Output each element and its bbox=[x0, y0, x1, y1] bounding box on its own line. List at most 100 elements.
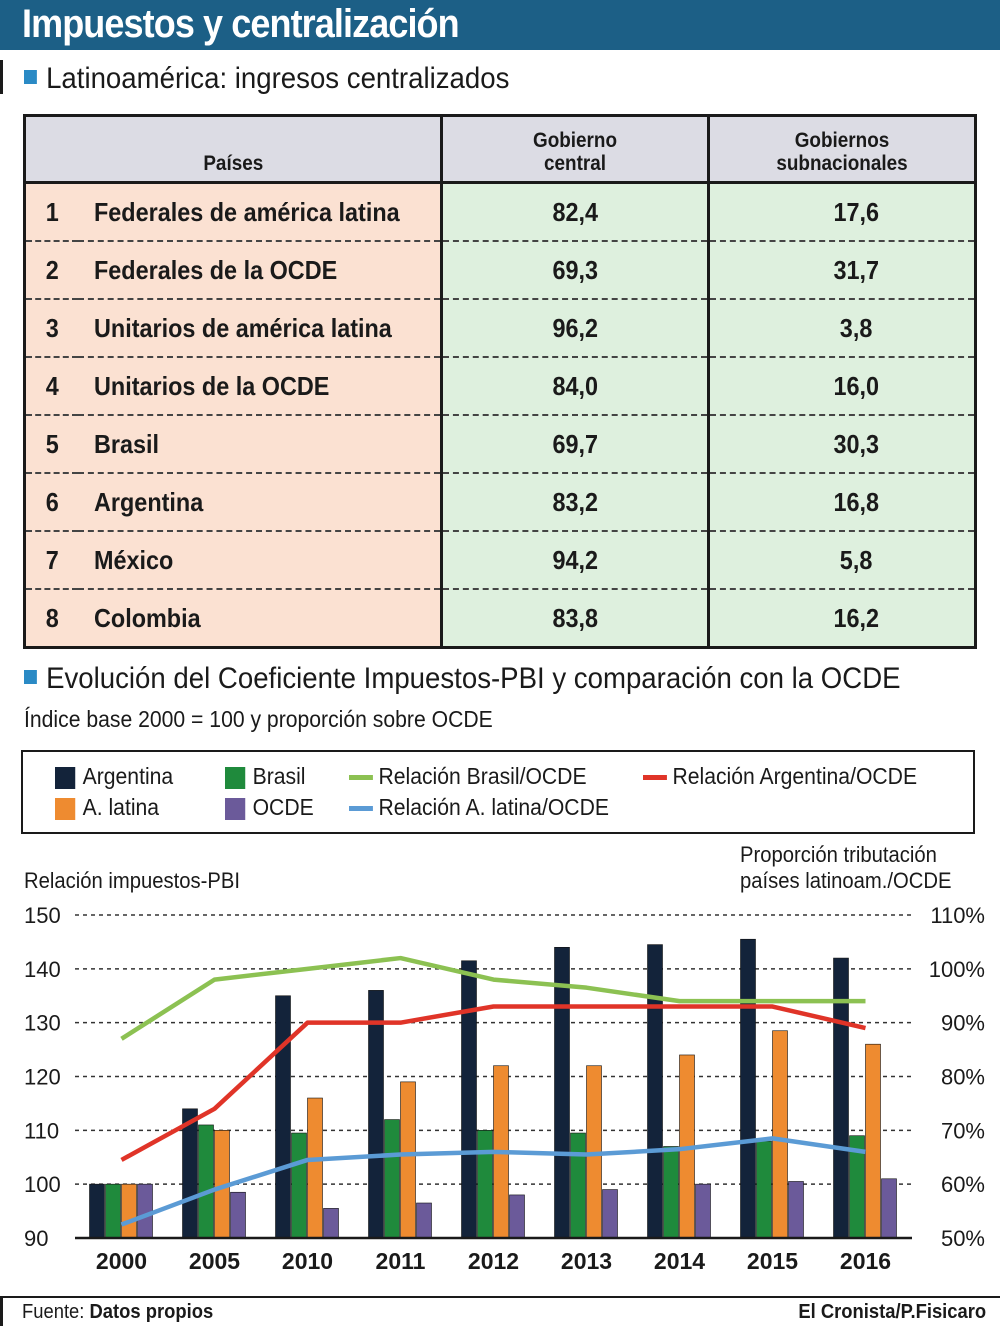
row-number: 4 bbox=[24, 357, 78, 416]
page-title: Impuestos y centralización bbox=[22, 2, 460, 46]
bar-brasil bbox=[477, 1130, 493, 1239]
bar-a-latina bbox=[121, 1183, 137, 1239]
bar-argentina bbox=[275, 995, 291, 1239]
line-relaci-n-a-latina-ocde bbox=[120, 1136, 866, 1227]
legend-rel-argentina: Relación Argentina/OCDE bbox=[643, 763, 917, 790]
bar-a-latina bbox=[772, 1030, 788, 1239]
row-country: Federales de la OCDE bbox=[78, 241, 442, 300]
row-subnational: 31,7 bbox=[707, 241, 976, 300]
section2-subheading: Índice base 2000 = 100 y proporción sobr… bbox=[24, 706, 493, 732]
row-number: 1 bbox=[24, 182, 78, 242]
source-value: Datos propios bbox=[89, 1301, 214, 1323]
row-country: Argentina bbox=[78, 473, 442, 532]
y-right-tick-label: 80% bbox=[941, 1065, 985, 1090]
bar-ocde bbox=[230, 1191, 246, 1239]
y-right-tick-label: 70% bbox=[941, 1118, 985, 1143]
table-header-row: Países Gobierno central Gobiernos subnac… bbox=[24, 115, 976, 183]
bar-a-latina bbox=[307, 1097, 323, 1239]
bar-brasil bbox=[384, 1119, 400, 1239]
row-central: 82,4 bbox=[440, 182, 709, 242]
bar-ocde bbox=[509, 1194, 525, 1239]
row-central: 69,3 bbox=[440, 241, 709, 300]
row-country: Colombia bbox=[78, 589, 442, 648]
table-row: 6 Argentina 83,2 16,8 bbox=[24, 473, 976, 532]
row-central: 83,8 bbox=[440, 589, 709, 648]
row-subnational: 16,2 bbox=[707, 589, 976, 648]
y-tick-label: 140 bbox=[24, 957, 61, 982]
x-tick-label: 2011 bbox=[376, 1248, 426, 1274]
section-marker-bar bbox=[0, 60, 3, 94]
y-tick-label: 120 bbox=[24, 1065, 61, 1090]
y-right-tick-label: 60% bbox=[941, 1172, 985, 1197]
bullet-square-icon bbox=[24, 70, 37, 84]
row-central: 84,0 bbox=[440, 357, 709, 416]
row-central: 96,2 bbox=[440, 299, 709, 358]
row-subnational: 5,8 bbox=[707, 531, 976, 590]
line-relaci-n-argentina-ocde bbox=[120, 1004, 867, 1162]
row-number: 6 bbox=[24, 473, 78, 532]
legend-swatch bbox=[55, 798, 76, 820]
source-label: Fuente: bbox=[22, 1301, 85, 1323]
footer-marker-bar bbox=[0, 1296, 3, 1326]
legend-line bbox=[643, 775, 667, 780]
bar-argentina bbox=[554, 946, 570, 1239]
y-axis-right-label: Proporción tributación países latinoam./… bbox=[740, 842, 952, 893]
bar-argentina bbox=[461, 960, 477, 1239]
title-bar: Impuestos y centralización bbox=[0, 0, 1000, 50]
legend-rel-alatina: Relación A. latina/OCDE bbox=[349, 794, 609, 821]
row-country: Unitarios de la OCDE bbox=[78, 357, 442, 416]
row-number: 7 bbox=[24, 531, 78, 590]
row-number: 2 bbox=[24, 241, 78, 300]
x-tick-label: 2012 bbox=[468, 1248, 519, 1274]
legend-swatch bbox=[225, 798, 246, 820]
chart-legend: Argentina A. latina Brasil OCDE Relación… bbox=[21, 750, 975, 834]
row-subnational: 16,0 bbox=[707, 357, 976, 416]
x-tick-label: 2005 bbox=[189, 1248, 240, 1274]
legend-line bbox=[349, 806, 373, 811]
bar-ocde bbox=[881, 1178, 897, 1239]
x-tick-label: 2000 bbox=[96, 1248, 147, 1274]
y-axis-left-label: Relación impuestos-PBI bbox=[24, 868, 240, 893]
section2-heading: Evolución del Coeficiente Impuestos-PBI … bbox=[24, 662, 901, 696]
y-right-tick-label: 50% bbox=[941, 1226, 985, 1251]
y-right-tick-label: 110% bbox=[930, 903, 985, 928]
bar-argentina bbox=[89, 1183, 105, 1239]
credit: El Cronista/P.Fisicaro bbox=[798, 1301, 986, 1323]
y-tick-label: 130 bbox=[24, 1011, 61, 1036]
row-subnational: 16,8 bbox=[707, 473, 976, 532]
legend-ocde: OCDE bbox=[225, 794, 314, 821]
table-row: 4 Unitarios de la OCDE 84,0 16,0 bbox=[24, 357, 976, 416]
row-central: 69,7 bbox=[440, 415, 709, 474]
row-subnational: 3,8 bbox=[707, 299, 976, 358]
row-number: 3 bbox=[24, 299, 78, 358]
bar-a-latina bbox=[865, 1043, 881, 1239]
source: Fuente: Datos propios bbox=[22, 1301, 213, 1324]
bar-brasil bbox=[198, 1124, 214, 1239]
row-country: México bbox=[78, 531, 442, 590]
footer: Fuente: Datos propios El Cronista/P.Fisi… bbox=[0, 1296, 1000, 1328]
table-row: 7 México 94,2 5,8 bbox=[24, 531, 976, 590]
bar-brasil bbox=[291, 1132, 307, 1239]
bar-brasil bbox=[663, 1146, 679, 1239]
row-number: 5 bbox=[24, 415, 78, 474]
section1-heading: Latinoamérica: ingresos centralizados bbox=[24, 62, 509, 96]
y-tick-label: 150 bbox=[24, 903, 61, 928]
row-number: 8 bbox=[24, 589, 78, 648]
table-row: 1 Federales de américa latina 82,4 17,6 bbox=[24, 182, 976, 242]
legend-rel-brasil: Relación Brasil/OCDE bbox=[349, 763, 587, 790]
bar-ocde bbox=[788, 1181, 804, 1239]
row-subnational: 17,6 bbox=[707, 182, 976, 242]
bullet-square-icon bbox=[24, 670, 37, 684]
row-country: Federales de américa latina bbox=[78, 182, 442, 242]
row-country: Unitarios de américa latina bbox=[78, 299, 442, 358]
col-header-subnational: Gobiernos subnacionales bbox=[707, 115, 976, 183]
bar-brasil bbox=[570, 1132, 586, 1239]
x-tick-label: 2013 bbox=[561, 1248, 612, 1274]
legend-swatch bbox=[55, 767, 76, 789]
y-tick-label: 90 bbox=[24, 1226, 48, 1251]
y-tick-label: 110 bbox=[24, 1118, 59, 1143]
row-country: Brasil bbox=[78, 415, 442, 474]
bar-argentina bbox=[647, 944, 663, 1239]
y-right-tick-label: 100% bbox=[929, 957, 985, 982]
